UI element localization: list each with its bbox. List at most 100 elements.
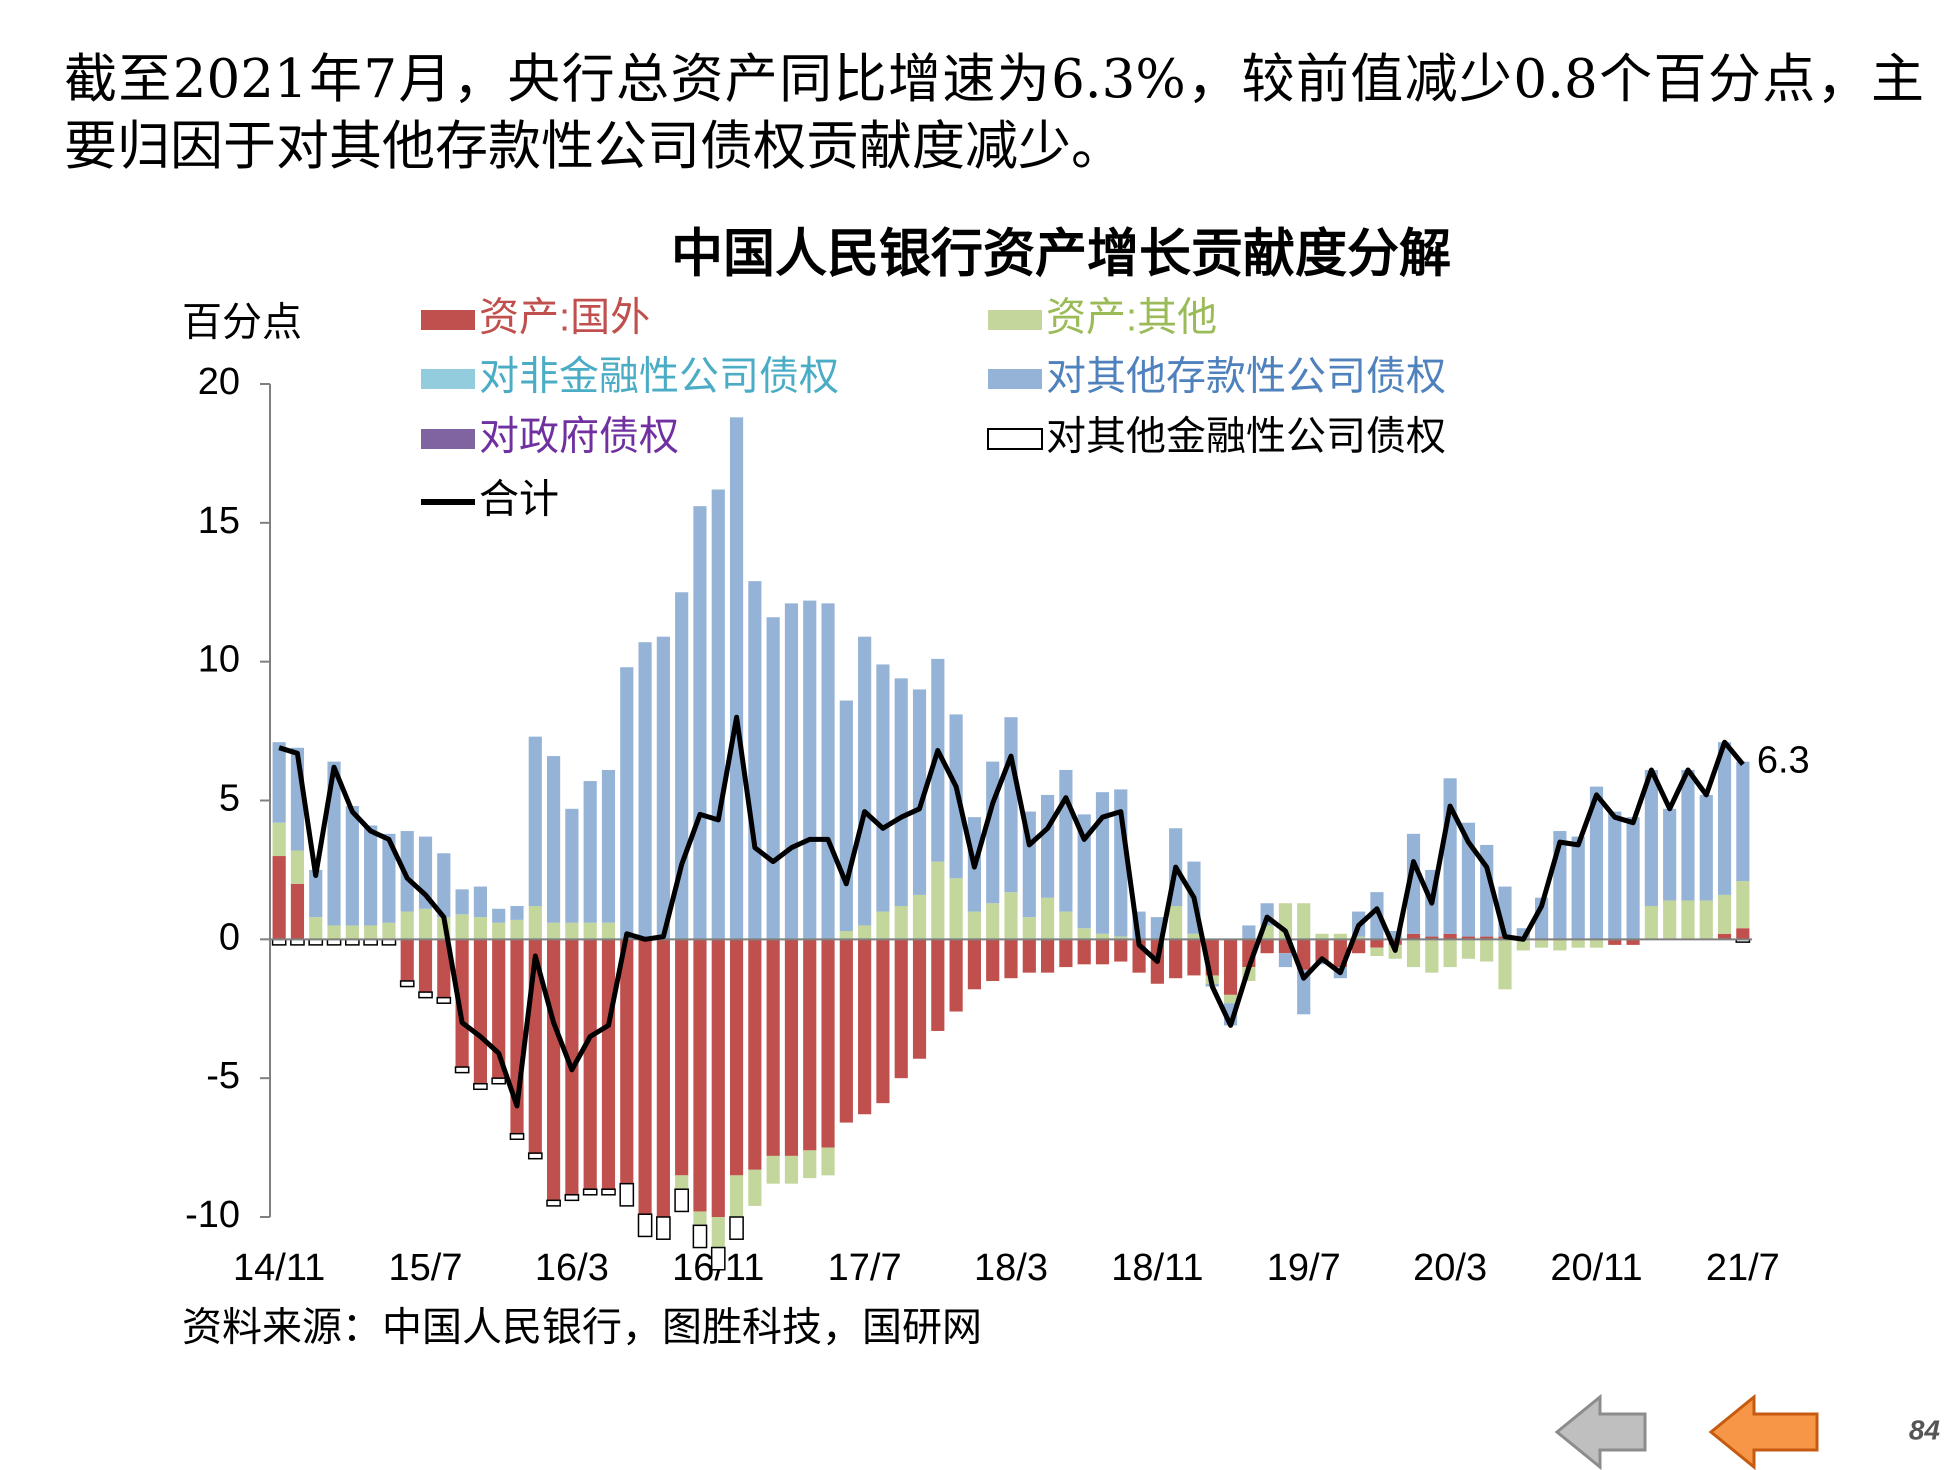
bar — [710, 1246, 726, 1271]
bar — [1717, 742, 1732, 895]
x-tick-label: 17/7 — [828, 1247, 902, 1289]
bar — [1370, 939, 1384, 948]
bar — [986, 761, 1000, 904]
bar — [399, 980, 415, 988]
y-tick-label: 5 — [219, 778, 240, 820]
heading: 截至2021年7月，央行总资产同比增速为6.3%，较前值减少0.8个百分点，主要… — [64, 49, 1924, 177]
bar — [748, 939, 762, 1170]
y-tick-label: -10 — [185, 1194, 240, 1236]
bar — [1315, 933, 1329, 940]
x-tick-label: 20/11 — [1550, 1247, 1642, 1289]
bar — [693, 939, 707, 1212]
bar — [1095, 933, 1110, 940]
bar — [437, 939, 451, 998]
bar — [272, 822, 286, 857]
bar — [729, 939, 744, 1176]
bar — [418, 991, 433, 999]
bar — [1041, 939, 1055, 973]
bar — [1553, 939, 1567, 951]
bar — [766, 617, 780, 940]
bar — [364, 925, 378, 940]
bar — [1315, 961, 1329, 965]
bar — [656, 939, 670, 1217]
bar — [547, 922, 561, 940]
bar — [272, 742, 286, 823]
bar — [821, 1147, 835, 1176]
bar — [601, 1188, 616, 1196]
bar — [1516, 939, 1530, 951]
bar — [510, 906, 524, 920]
bar — [638, 939, 652, 1215]
bar — [858, 636, 872, 926]
bar — [766, 1155, 780, 1184]
bar — [620, 939, 634, 1184]
bar — [455, 889, 469, 915]
bar — [912, 894, 927, 940]
bar — [601, 939, 616, 1190]
bar — [1717, 933, 1732, 940]
bar — [1022, 917, 1036, 940]
bar — [1626, 939, 1640, 945]
bar — [492, 922, 506, 940]
bar — [766, 939, 780, 1156]
bar — [1297, 903, 1311, 940]
bar — [1480, 936, 1494, 940]
bar — [711, 1217, 725, 1248]
prev-button[interactable] — [1554, 1393, 1647, 1470]
legend-label: 对其他金融性公司债权 — [1046, 415, 1446, 459]
x-tick-label: 18/3 — [974, 1247, 1048, 1289]
bar — [473, 917, 487, 940]
bar — [1352, 936, 1366, 940]
bar — [1406, 833, 1421, 934]
bar — [967, 911, 981, 940]
x-tick-label: 16/3 — [535, 1247, 609, 1289]
bar — [1626, 817, 1640, 940]
bar — [949, 939, 963, 1012]
bar — [912, 939, 927, 1059]
bar — [1516, 928, 1530, 940]
bar — [784, 603, 799, 940]
bar — [1169, 939, 1183, 979]
bar — [1169, 906, 1183, 940]
y-tick-label: -5 — [206, 1055, 240, 1097]
bar — [1461, 936, 1475, 940]
bar — [491, 1077, 507, 1085]
bar — [729, 1175, 744, 1217]
bar — [290, 883, 305, 940]
bar — [1736, 881, 1750, 929]
bar — [1041, 897, 1055, 940]
legend-label: 对其他存款性公司债权 — [1046, 355, 1446, 399]
bar — [454, 1066, 470, 1074]
bar — [382, 922, 396, 940]
legend-label: 合计 — [479, 478, 559, 522]
bar — [1059, 939, 1073, 968]
bar — [455, 939, 469, 1068]
bar — [1260, 939, 1274, 954]
bar — [546, 1199, 561, 1207]
bar — [565, 922, 579, 940]
bar — [692, 1224, 708, 1249]
bar — [839, 700, 853, 932]
bar — [839, 939, 853, 1123]
bar — [949, 878, 963, 940]
data-label: 6.3 — [1757, 739, 1810, 781]
bar — [290, 850, 305, 884]
back-button[interactable] — [1708, 1393, 1819, 1470]
bar — [821, 603, 835, 940]
bar — [382, 833, 396, 923]
bar — [1425, 936, 1439, 940]
bar — [418, 908, 433, 940]
chart-title: 中国人民银行资产增长贡献度分解 — [671, 226, 1451, 284]
bar — [400, 911, 414, 940]
bar — [1644, 906, 1658, 940]
bar — [509, 1132, 525, 1141]
bar — [656, 1216, 671, 1240]
bar — [656, 636, 670, 940]
bar — [1461, 822, 1475, 937]
bar — [473, 939, 487, 1084]
legend-swatch — [988, 310, 1042, 330]
bar — [1242, 925, 1256, 940]
bar — [1663, 900, 1677, 940]
x-tick-label: 14/11 — [233, 1247, 325, 1289]
